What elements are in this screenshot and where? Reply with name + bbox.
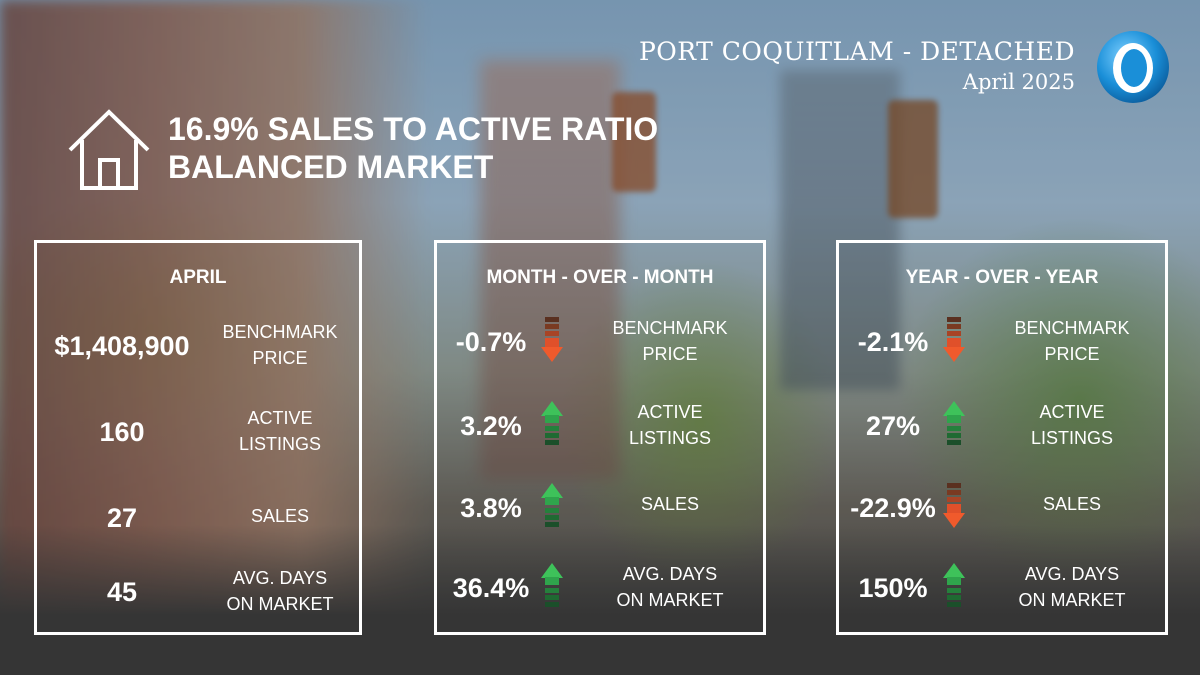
benchmark-price-change: -0.7% — [455, 327, 527, 357]
month-over-month-panel: MONTH - OVER - MONTH -0.7% BENCHMARK PRI… — [434, 240, 766, 635]
arrow-down-icon — [943, 483, 965, 529]
metric-label: ON MARKET — [616, 590, 724, 610]
metric-label: AVG. DAYS — [232, 568, 328, 588]
metric-label: ON MARKET — [1018, 590, 1126, 610]
active-listings-row: 3.2% ACTIVE LISTINGS — [437, 399, 763, 459]
metric-label: PRICE — [1044, 344, 1100, 364]
market-summary: 16.9% SALES TO ACTIVE RATIO BALANCED MAR… — [168, 110, 658, 186]
metric-label: ON MARKET — [226, 594, 334, 614]
benchmark-price-change: -2.1% — [857, 327, 929, 357]
metric-label: SALES — [640, 494, 700, 514]
arrow-down-icon — [943, 317, 965, 363]
avg-days-row: 45 AVG. DAYS ON MARKET — [37, 563, 359, 623]
sales-row: 3.8% SALES — [437, 481, 763, 541]
metric-label: LISTINGS — [1030, 428, 1114, 448]
arrow-up-icon — [943, 563, 965, 609]
sales-change: -22.9% — [850, 493, 936, 523]
metric-label: AVG. DAYS — [1024, 564, 1120, 584]
metric-label: PRICE — [642, 344, 698, 364]
sales-to-active-ratio: 16.9% SALES TO ACTIVE RATIO — [168, 111, 659, 147]
sales-change: 3.8% — [460, 493, 522, 523]
benchmark-price-value: $1,408,900 — [54, 331, 190, 361]
april-panel: APRIL $1,408,900 BENCHMARK PRICE 160 ACT… — [34, 240, 362, 635]
metric-label: SALES — [250, 506, 310, 526]
avg-days-value: 45 — [106, 577, 138, 607]
benchmark-price-row: $1,408,900 BENCHMARK PRICE — [37, 317, 359, 377]
avg-days-change: 150% — [858, 573, 928, 603]
arrow-down-icon — [541, 317, 563, 363]
arrow-up-icon — [541, 483, 563, 529]
metric-label: BENCHMARK — [222, 322, 338, 342]
active-listings-value: 160 — [99, 417, 145, 447]
metric-label: LISTINGS — [238, 434, 322, 454]
house-icon — [68, 109, 150, 190]
metric-label: LISTINGS — [628, 428, 712, 448]
metric-label: BENCHMARK — [612, 318, 728, 338]
active-listings-change: 3.2% — [460, 411, 522, 441]
report-date: April 2025 — [962, 70, 1075, 94]
arrow-up-icon — [943, 401, 965, 447]
metric-label: BENCHMARK — [1014, 318, 1130, 338]
active-listings-change: 27% — [865, 411, 921, 441]
sales-row: -22.9% SALES — [839, 481, 1165, 541]
benchmark-price-row: -0.7% BENCHMARK PRICE — [437, 315, 763, 375]
metric-label: ACTIVE — [1039, 402, 1105, 422]
panel-heading: MONTH - OVER - MONTH — [486, 267, 714, 288]
benchmark-price-row: -2.1% BENCHMARK PRICE — [839, 315, 1165, 375]
metric-label: SALES — [1042, 494, 1102, 514]
avg-days-row: 36.4% AVG. DAYS ON MARKET — [437, 561, 763, 621]
ring-logo-icon — [1097, 31, 1169, 103]
metric-label: ACTIVE — [637, 402, 703, 422]
metric-label: AVG. DAYS — [622, 564, 718, 584]
active-listings-row: 27% ACTIVE LISTINGS — [839, 399, 1165, 459]
metric-label: PRICE — [252, 348, 308, 368]
sales-value: 27 — [106, 503, 138, 533]
sales-row: 27 SALES — [37, 489, 359, 549]
region-title: PORT COQUITLAM - DETACHED — [638, 37, 1075, 66]
metric-label: ACTIVE — [247, 408, 313, 428]
arrow-up-icon — [541, 401, 563, 447]
active-listings-row: 160 ACTIVE LISTINGS — [37, 403, 359, 463]
panel-heading: YEAR - OVER - YEAR — [905, 267, 1099, 288]
avg-days-change: 36.4% — [452, 573, 530, 603]
arrow-up-icon — [541, 563, 563, 609]
market-status: BALANCED MARKET — [168, 149, 494, 185]
avg-days-row: 150% AVG. DAYS ON MARKET — [839, 561, 1165, 621]
panel-heading: APRIL — [169, 267, 227, 288]
header: PORT COQUITLAM - DETACHED April 2025 — [639, 36, 1075, 96]
year-over-year-panel: YEAR - OVER - YEAR -2.1% BENCHMARK PRICE… — [836, 240, 1168, 635]
